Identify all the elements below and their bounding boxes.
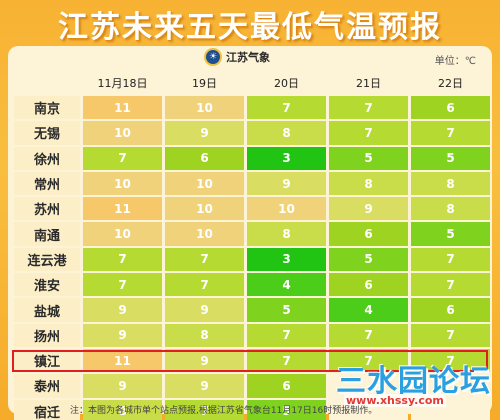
temp-cell: 7	[247, 96, 326, 120]
date-header: 11月18日	[97, 77, 148, 90]
temp-cell: 9	[165, 374, 244, 398]
temp-cell: 10	[83, 222, 162, 246]
temp-cell: 7	[247, 348, 326, 373]
unit-label: 单位：℃	[434, 56, 476, 67]
temp-cell: 5	[247, 399, 326, 420]
temp-cell: 7	[165, 399, 244, 420]
temp-cell: 7	[83, 247, 162, 272]
temp-cell: 10	[83, 121, 162, 145]
temp-cell: 8	[329, 171, 408, 196]
temp-cell: 7	[165, 273, 244, 297]
footnote: 注：本图为各城市单个站点预报,根据江苏省气象台11月17日16时预报制作。	[70, 406, 378, 416]
temp-cell: 7	[411, 273, 490, 297]
temp-cell: 9	[165, 121, 244, 145]
temp-cell: 9	[247, 171, 326, 196]
temp-cell: 10	[247, 197, 326, 221]
temp-cell: 8	[165, 323, 244, 347]
brand-name: 江苏气象	[226, 51, 270, 64]
temp-cell: 6	[411, 298, 490, 322]
temp-cell: 6	[329, 222, 408, 246]
temp-cell: 8	[247, 222, 326, 246]
city-label: 徐州	[14, 146, 80, 170]
temp-cell: 8	[247, 121, 326, 145]
city-label: 泰州	[14, 374, 80, 398]
city-label: 常州	[14, 171, 80, 196]
temp-cell: 7	[329, 323, 408, 347]
temp-cell: 9	[165, 298, 244, 322]
temp-cell: 9	[83, 323, 162, 347]
temp-cell: 9	[83, 374, 162, 398]
temp-cell: 10	[165, 171, 244, 196]
temp-cell: 7	[83, 273, 162, 297]
temp-cell: 7	[247, 323, 326, 347]
temp-cell: 6	[247, 374, 326, 398]
temp-cell: 7	[411, 247, 490, 272]
temp-cell: 5	[411, 222, 490, 246]
temp-cell: 4	[329, 298, 408, 322]
temp-cell: 6	[411, 96, 490, 120]
city-label: 南通	[14, 222, 80, 246]
watermark: 三水园论坛 www.xhssy.com	[300, 352, 500, 420]
temp-cell: 11	[83, 96, 162, 120]
temp-cell: 7	[411, 323, 490, 347]
temp-cell	[329, 374, 408, 398]
temp-cell: 5	[247, 298, 326, 322]
city-label: 苏州	[14, 197, 80, 221]
temp-cell	[411, 374, 490, 398]
temp-cell: 9	[83, 298, 162, 322]
date-header: 21日	[356, 77, 381, 90]
temp-cell: 10	[83, 171, 162, 196]
temp-cell: 7	[329, 348, 408, 373]
temp-cell: 8	[83, 399, 162, 420]
city-label: 宿迁	[14, 399, 80, 420]
temp-cell: 11	[83, 348, 162, 373]
city-label: 镇江	[14, 348, 80, 373]
highlight-box-taizhou	[12, 350, 488, 372]
temp-cell: 6	[165, 146, 244, 170]
temp-cell: 11	[83, 197, 162, 221]
city-label: 南京	[14, 96, 80, 120]
date-header: 22日	[438, 77, 463, 90]
date-header: 20日	[274, 77, 299, 90]
temp-cell: 9	[165, 348, 244, 373]
temp-cell: 6	[329, 273, 408, 297]
temp-cell: 5	[329, 146, 408, 170]
temp-cell: 7	[411, 348, 490, 373]
temp-cell: 7	[329, 121, 408, 145]
temp-cell: 4	[247, 273, 326, 297]
temp-cell: 7	[329, 96, 408, 120]
brand-logo-group: ☀ 江苏气象	[204, 48, 270, 66]
temp-cell: 9	[329, 197, 408, 221]
city-label: 无锡	[14, 121, 80, 145]
corner-header	[14, 74, 80, 94]
page-title: 江苏未来五天最低气温预报	[58, 10, 442, 45]
temp-cell: 3	[247, 247, 326, 272]
temp-cell: 5	[411, 146, 490, 170]
temp-cell: 10	[165, 222, 244, 246]
city-label: 淮安	[14, 273, 80, 297]
date-header: 19日	[192, 77, 217, 90]
temp-cell: 7	[83, 146, 162, 170]
temp-cell: 8	[411, 197, 490, 221]
watermark-url: www.xhssy.com	[344, 394, 446, 407]
weather-bureau-logo-icon: ☀	[204, 48, 222, 66]
temp-cell: 3	[247, 146, 326, 170]
temp-cell: 5	[329, 247, 408, 272]
city-label: 连云港	[14, 247, 80, 272]
city-label: 扬州	[14, 323, 80, 347]
city-label: 盐城	[14, 298, 80, 322]
watermark-text: 三水园论坛	[336, 364, 491, 399]
temp-cell: 7	[165, 247, 244, 272]
temp-cell: 10	[165, 96, 244, 120]
temp-cell: 7	[411, 121, 490, 145]
temperature-table: 11月18日 19日 20日 21日 22日 南京 11 10 7 7 6 无锡 10 9 8 7 7 徐州 7 6 3…	[14, 74, 490, 420]
temp-cell: 8	[411, 171, 490, 196]
temp-cell: 10	[165, 197, 244, 221]
